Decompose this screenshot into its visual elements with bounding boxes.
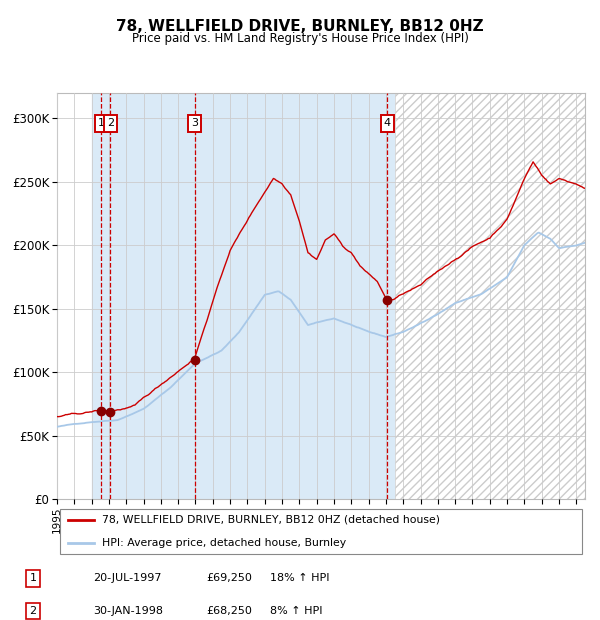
Text: Price paid vs. HM Land Registry's House Price Index (HPI): Price paid vs. HM Land Registry's House …	[131, 32, 469, 45]
Bar	[395, 93, 600, 499]
Text: 3: 3	[191, 118, 198, 128]
Text: 2: 2	[107, 118, 114, 128]
Text: 2: 2	[29, 606, 37, 616]
Text: 1: 1	[29, 574, 37, 583]
Text: 78, WELLFIELD DRIVE, BURNLEY, BB12 0HZ: 78, WELLFIELD DRIVE, BURNLEY, BB12 0HZ	[116, 19, 484, 33]
Text: £68,250: £68,250	[206, 606, 252, 616]
FancyBboxPatch shape	[59, 508, 583, 554]
Text: 4: 4	[384, 118, 391, 128]
Bar	[92, 93, 395, 499]
Text: 78, WELLFIELD DRIVE, BURNLEY, BB12 0HZ (detached house): 78, WELLFIELD DRIVE, BURNLEY, BB12 0HZ (…	[102, 515, 440, 525]
Text: 18% ↑ HPI: 18% ↑ HPI	[270, 574, 329, 583]
Text: 1: 1	[98, 118, 104, 128]
Text: HPI: Average price, detached house, Burnley: HPI: Average price, detached house, Burn…	[102, 538, 346, 547]
Bar	[395, 93, 600, 499]
Text: 30-JAN-1998: 30-JAN-1998	[93, 606, 163, 616]
Text: £69,250: £69,250	[206, 574, 252, 583]
Text: 20-JUL-1997: 20-JUL-1997	[93, 574, 161, 583]
Text: 8% ↑ HPI: 8% ↑ HPI	[270, 606, 323, 616]
